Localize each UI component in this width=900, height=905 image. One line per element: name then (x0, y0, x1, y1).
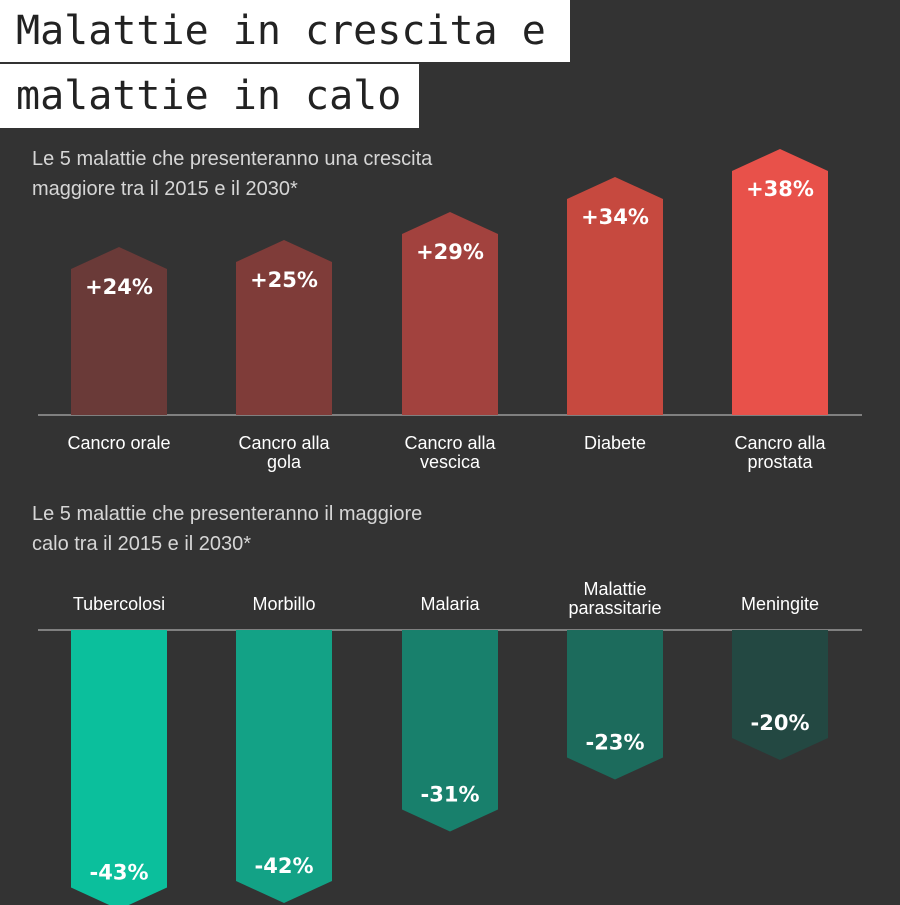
growth-value-cancro-orale: +24% (85, 275, 153, 299)
growth-value-cancro-alla-gola: +25% (250, 268, 318, 292)
title-line-2: malattie in calo (0, 64, 419, 128)
decline-bar-malattie-parassitarie (567, 630, 663, 780)
decline-value-morbillo: -42% (255, 854, 314, 878)
growth-category-diabete-line-1: Diabete (584, 433, 646, 453)
decline-category-malaria-line-1: Malaria (420, 594, 480, 614)
subtitle-growth-line-2: maggiore tra il 2015 e il 2030* (32, 178, 298, 200)
growth-category-cancro-alla-gola-line-1: Cancro alla (238, 433, 330, 453)
decline-category-malaria: Malaria (420, 594, 480, 614)
growth-bar-cancro-orale (71, 247, 167, 415)
decline-category-malattie-parassitarie: Malattie parassitarie (568, 579, 661, 618)
growth-category-cancro-alla-vescica-line-2: vescica (420, 452, 481, 472)
decline-category-meningite: Meningite (741, 594, 819, 614)
decline-bar-malaria (402, 630, 498, 832)
title-text-2: malattie in calo (16, 73, 402, 119)
decline-category-morbillo: Morbillo (252, 594, 315, 614)
decline-category-meningite-line-1: Meningite (741, 594, 819, 614)
growth-category-cancro-alla-prostata-line-1: Cancro alla (734, 433, 826, 453)
title-line-1: Malattie in crescita e (0, 0, 570, 62)
decline-value-tubercolosi: -43% (90, 861, 149, 885)
growth-value-diabete: +34% (581, 205, 649, 229)
growth-category-cancro-orale-line-1: Cancro orale (67, 433, 170, 453)
growth-value-cancro-alla-prostata: +38% (746, 177, 814, 201)
growth-category-cancro-alla-prostata: Cancro alla prostata (734, 433, 826, 472)
title-text-1: Malattie in crescita e (16, 8, 546, 54)
subtitle-decline: Le 5 malattie che presenteranno il maggi… (32, 499, 422, 559)
growth-category-diabete: Diabete (584, 433, 646, 453)
decline-bar-tubercolosi (71, 630, 167, 905)
decline-category-tubercolosi-line-1: Tubercolosi (73, 594, 165, 614)
decline-category-tubercolosi: Tubercolosi (73, 594, 165, 614)
decline-value-malaria: -31% (421, 783, 480, 807)
growth-bar-cancro-alla-gola (236, 240, 332, 415)
decline-category-morbillo-line-1: Morbillo (252, 594, 315, 614)
growth-value-cancro-alla-vescica: +29% (416, 240, 484, 264)
growth-category-cancro-alla-vescica: Cancro alla vescica (404, 433, 496, 472)
decline-value-meningite: -20% (751, 711, 810, 735)
decline-category-malattie-parassitarie-line-2: parassitarie (568, 598, 661, 618)
growth-bar-cancro-alla-vescica (402, 212, 498, 415)
growth-category-cancro-alla-vescica-line-1: Cancro alla (404, 433, 496, 453)
subtitle-growth: Le 5 malattie che presenteranno una cres… (32, 144, 432, 204)
subtitle-growth-line-1: Le 5 malattie che presenteranno una cres… (32, 148, 433, 170)
growth-category-cancro-alla-gola: Cancro alla gola (238, 433, 330, 472)
subtitle-decline-line-1: Le 5 malattie che presenteranno il maggi… (32, 503, 423, 525)
growth-category-cancro-alla-gola-line-2: gola (267, 452, 302, 472)
growth-category-cancro-alla-prostata-line-2: prostata (747, 452, 813, 472)
growth-bar-diabete (567, 177, 663, 415)
decline-value-malattie-parassitarie: -23% (586, 731, 645, 755)
growth-category-cancro-orale: Cancro orale (67, 433, 170, 453)
growth-bar-cancro-alla-prostata (732, 149, 828, 415)
decline-category-malattie-parassitarie-line-1: Malattie (583, 579, 646, 599)
decline-bar-meningite (732, 630, 828, 760)
subtitle-decline-line-2: calo tra il 2015 e il 2030* (32, 533, 252, 555)
decline-bar-morbillo (236, 630, 332, 903)
